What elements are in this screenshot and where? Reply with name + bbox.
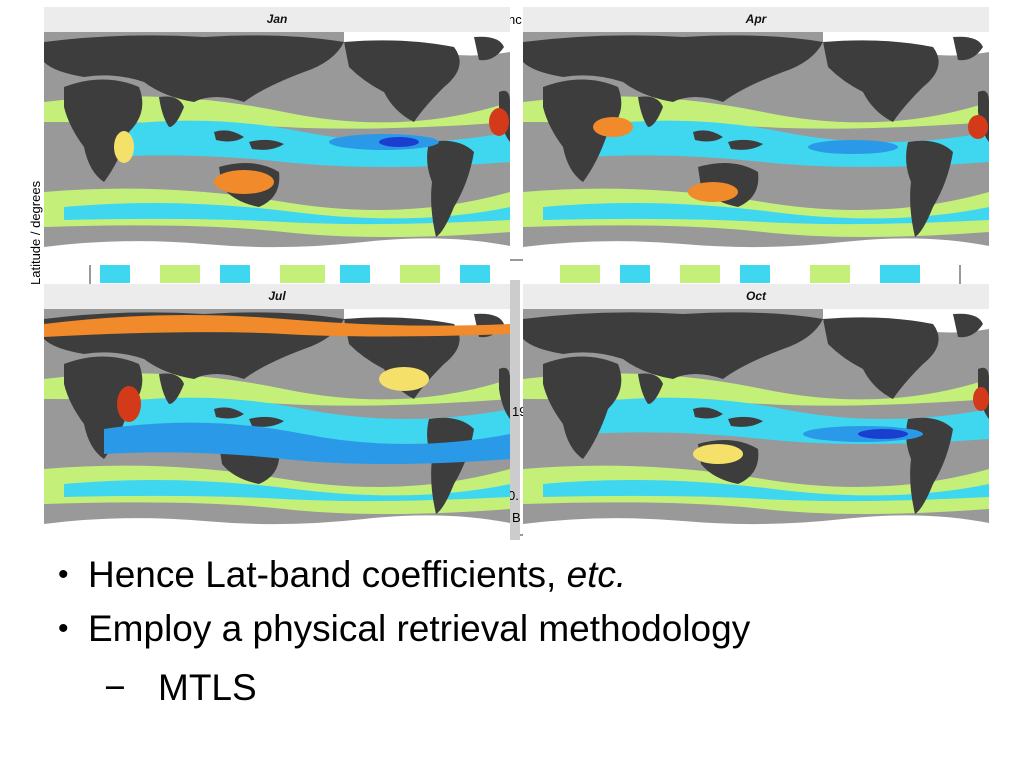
sst-map-apr (523, 32, 989, 265)
axis-fragment: 19 (512, 404, 527, 419)
bullet-emphasis: etc. (566, 554, 627, 595)
dash-marker: − (104, 667, 126, 708)
axis-fragment: 0. (508, 488, 519, 503)
sst-map-jul (44, 309, 510, 542)
bullet-text: Employ a physical retrieval methodology (88, 608, 751, 649)
bullet-item: Employ a physical retrieval methodology (58, 606, 998, 660)
sst-map-jan (44, 32, 510, 265)
map-panel-jan: Jan (44, 7, 510, 265)
sst-map-oct (523, 309, 989, 542)
bullet-text: Hence Lat-band coefficients, (88, 554, 567, 595)
map-panel-oct: Oct (523, 284, 989, 542)
sub-bullet-text: MTLS (158, 667, 257, 708)
sub-bullet-item: − MTLS (58, 660, 998, 716)
panel-title: Apr (523, 7, 989, 32)
panel-title: Oct (523, 284, 989, 309)
y-axis-label: Latitude / degrees (28, 180, 43, 285)
panel-title: Jul (44, 284, 510, 309)
bullet-item: Hence Lat-band coefficients, etc. (58, 552, 998, 606)
axis-fragment: B (512, 510, 521, 525)
bullet-list: Hence Lat-band coefficients, etc. Employ… (58, 552, 998, 716)
axis-fragment: nc (508, 12, 522, 27)
panel-title: Jan (44, 7, 510, 32)
map-panel-apr: Apr (523, 7, 989, 265)
map-panel-jul: Jul (44, 284, 510, 542)
